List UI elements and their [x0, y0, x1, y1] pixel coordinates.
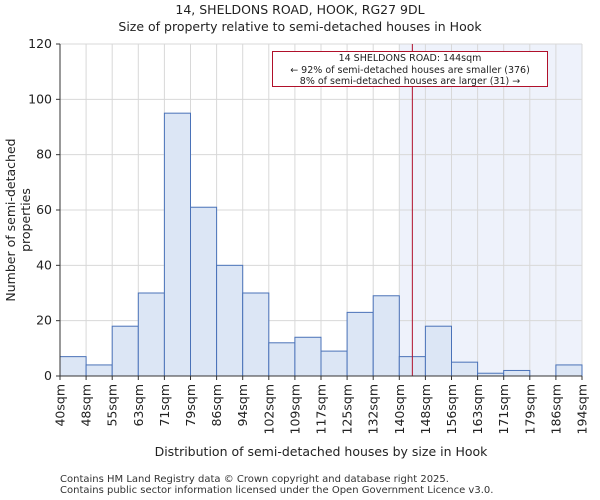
histogram-bar — [268, 342, 296, 377]
x-tick-label: 94sqm — [235, 384, 250, 427]
y-tick-label: 0 — [44, 368, 52, 383]
y-tick-label: 100 — [28, 91, 52, 106]
annotation-box: 14 SHELDONS ROAD: 144sqm ← 92% of semi-d… — [272, 51, 548, 87]
x-tick-label: 156sqm — [444, 384, 459, 434]
annotation-line-1: 14 SHELDONS ROAD: 144sqm — [338, 53, 482, 64]
chart-title-subtitle: Size of property relative to semi-detach… — [118, 19, 482, 34]
x-tick-label: 40sqm — [53, 384, 68, 427]
histogram-bar — [346, 311, 374, 377]
footer-copyright: Contains HM Land Registry data © Crown c… — [60, 474, 449, 485]
x-tick-label: 86sqm — [209, 384, 224, 427]
x-tick-label: 109sqm — [287, 384, 302, 434]
footer-licence: Contains public sector information licen… — [60, 485, 494, 496]
x-tick-label: 63sqm — [131, 384, 146, 427]
histogram-bar — [294, 336, 322, 377]
histogram-bar — [59, 356, 87, 377]
histogram-bar — [451, 361, 479, 377]
annotation-line-3: 8% of semi-detached houses are larger (3… — [299, 76, 521, 87]
y-tick-label: 120 — [28, 36, 52, 51]
y-tick-label: 80 — [36, 147, 52, 162]
y-tick-label: 20 — [36, 313, 52, 328]
y-axis-label: Number of semi-detached properties — [3, 138, 33, 302]
x-tick-label: 125sqm — [340, 384, 355, 434]
y-tick-label: 40 — [36, 257, 52, 272]
x-tick-label: 171sqm — [496, 384, 511, 434]
histogram-bar — [190, 206, 218, 377]
x-tick-label: 117sqm — [314, 384, 329, 434]
histogram-bar — [372, 295, 400, 377]
x-tick-label: 194sqm — [575, 384, 590, 434]
x-tick-label: 79sqm — [183, 384, 198, 427]
histogram-bar — [137, 292, 165, 377]
histogram-bar — [503, 369, 531, 377]
x-tick-label: 132sqm — [366, 384, 381, 434]
x-tick-label: 163sqm — [470, 384, 485, 434]
x-tick-label: 102sqm — [261, 384, 276, 434]
histogram-bar — [216, 264, 244, 377]
x-tick-label: 179sqm — [522, 384, 537, 434]
histogram-bar — [111, 325, 139, 377]
x-axis-label: Distribution of semi-detached houses by … — [154, 444, 488, 459]
x-tick-label: 140sqm — [392, 384, 407, 434]
x-tick-label: 148sqm — [418, 384, 433, 434]
x-tick-label: 55sqm — [105, 384, 120, 427]
histogram-bar — [85, 364, 113, 377]
x-tick-label: 71sqm — [157, 384, 172, 427]
x-tick-label: 186sqm — [548, 384, 563, 434]
annotation-line-2: ← 92% of semi-detached houses are smalle… — [290, 64, 530, 76]
chart-title-address: 14, SHELDONS ROAD, HOOK, RG27 9DL — [175, 2, 425, 17]
histogram-bar — [242, 292, 270, 377]
histogram-bar — [424, 325, 452, 377]
histogram-bar — [320, 350, 348, 377]
histogram-bar — [555, 364, 583, 377]
histogram-bar — [163, 112, 191, 377]
x-tick-label: 48sqm — [79, 384, 94, 427]
y-tick-label: 60 — [36, 202, 52, 217]
